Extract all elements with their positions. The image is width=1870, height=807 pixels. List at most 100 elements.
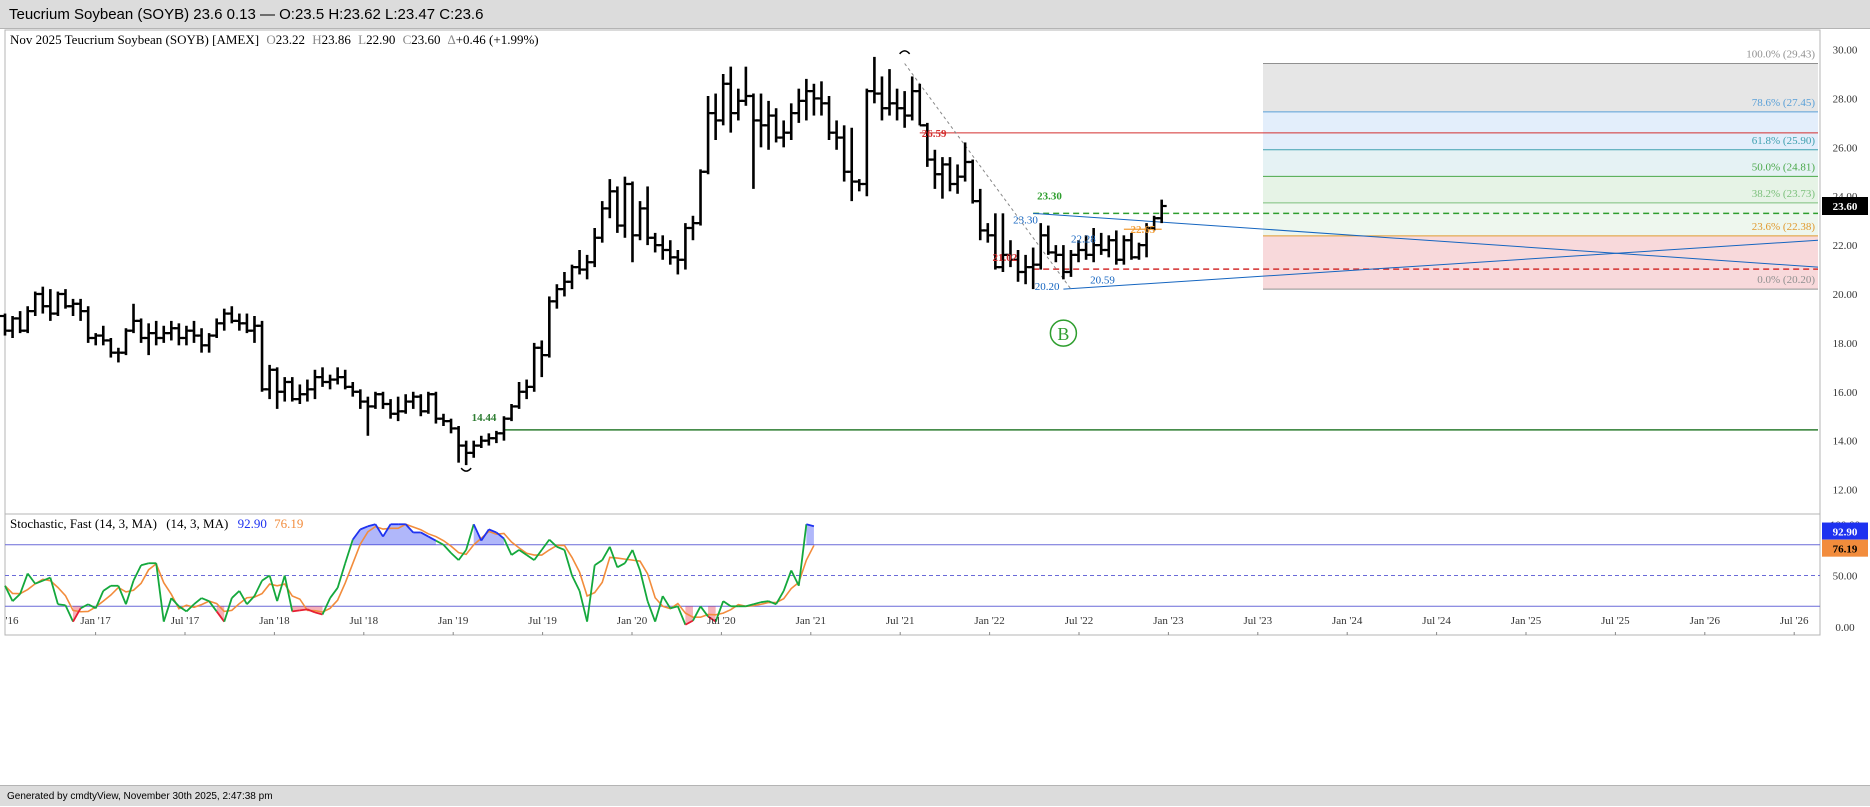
stoch-k-segment [692,605,702,622]
price-bar [415,394,426,417]
price-axis: 30.0028.0026.0024.0022.0020.0018.0016.00… [1822,45,1868,497]
stoch-k-segment [578,590,588,622]
chart-labels: 14.44 23.30 26.59 21.02 22.65 23.30 22.28 20.20… [472,128,1156,424]
time-tick-label: Jul '22 [1065,615,1094,627]
price-bar [249,316,260,343]
time-tick-label: Jul '23 [1244,615,1273,627]
time-tick-label: Jul '25 [1601,615,1630,627]
trend-line-lower [1063,239,1819,290]
price-bar [37,286,48,314]
stoch-k-segment [87,603,97,610]
stoch-k-segment [624,549,634,564]
stoch-k-segment [314,611,323,616]
stoch-k-segment [276,575,286,602]
price-bar [718,74,729,126]
price-tick-label: 16.00 [1833,387,1858,399]
price-bar [211,318,222,338]
stoch-k-segment [518,549,528,556]
price-bar [725,66,736,133]
stoch-d-line [4,523,815,619]
high-marker [899,50,911,55]
price-bar [861,88,872,197]
stoch-k-segment [72,607,82,623]
stoch-k-segment [511,549,520,556]
stoch-k-box [1822,522,1868,540]
price-bar [680,223,691,270]
price-bar [1020,254,1031,285]
fib-dashed-line [904,63,1072,290]
window-title: Teucrium Soybean (SOYB) 23.6 0.13 — O:23… [0,0,1870,29]
stoch-k-segment [768,600,777,606]
stoch-k-segment [125,580,135,605]
stoch-d-box [1822,539,1868,557]
stoch-k-segment [253,580,263,597]
price-bar [793,88,804,123]
price-bar [151,320,162,346]
price-tick-label: 18.00 [1833,338,1858,350]
fibonacci-zones [1263,63,1818,290]
price-bar [536,340,547,378]
label-23-30-blue: 23.30 [1013,214,1038,226]
fib-zone [1263,63,1818,112]
stoch-k-segment [495,531,505,540]
stoch-k-segment [586,565,596,622]
price-bar [748,93,759,189]
stoch-k-segment [238,590,248,605]
low-value: 22.90 [366,32,395,47]
trend-lines [904,63,1819,290]
price-bar [635,201,646,241]
stoch-k-segment [185,603,195,613]
price-bar [166,320,177,341]
price-tick-label: 20.00 [1833,289,1858,301]
b-circle [1049,319,1078,347]
price-bar [657,235,668,260]
price-bar [816,81,827,116]
price-bar [1035,223,1046,270]
price-bar [0,313,10,336]
price-bar [446,418,457,434]
price-bar [839,125,850,182]
stoch-k-segment [283,575,294,612]
price-bar [355,389,366,409]
stoch-k-segment [457,549,467,561]
stoch-k-segment [94,590,105,609]
stoch-k-segment [299,608,308,612]
stoch-k-segment [367,523,376,528]
stoch-k-segment [571,575,581,592]
low-marker [460,467,472,472]
stoch-k-segment [201,597,210,602]
price-bar [529,342,540,392]
change-value: +0.46 (+1.99%) [456,32,539,47]
stoch-k-segment [307,608,316,614]
price-bar [551,284,562,309]
price-bar [385,399,396,419]
price-bar [45,289,56,321]
price-bar [98,325,109,346]
stoch-k-segment [753,601,762,606]
stoch-k-last: 92.90 [1833,527,1858,539]
price-bar [589,228,600,268]
fib-level-label: 50.0% (24.81) [1752,161,1816,173]
last-price-label: 23.60 [1833,201,1858,213]
high-value: 23.86 [322,32,352,47]
time-tick-label: Jan '22 [974,615,1004,627]
price-bar [279,377,290,402]
label-20-20: 20.20 [1035,281,1060,293]
stoch-k-segment [42,576,51,582]
stoch-k-segment [533,549,543,561]
price-bar [257,320,268,392]
label-23-30-green: 23.30 [1037,190,1062,202]
label-21-02: 21.02 [992,252,1017,264]
stoch-k-segment [616,562,626,569]
stoch-k-segment [329,587,339,599]
stoch-k-segment [707,615,717,623]
stoch-k-segment [714,600,725,622]
chart-title: Nov 2025 Teucrium Soybean (SOYB) [AMEX] [10,32,259,47]
price-bar [627,181,638,263]
price-bar [219,308,230,331]
chart-area[interactable]: 100.0% (29.43) 78.6% (27.45) 61.8% (25.90)… [0,29,1870,785]
price-bar [876,76,887,121]
footer-text: Generated by cmdtyView, November 30th 20… [0,785,1870,806]
stoch-tick-label: 0.00 [1835,622,1855,634]
stoch-k-segment [49,577,59,605]
